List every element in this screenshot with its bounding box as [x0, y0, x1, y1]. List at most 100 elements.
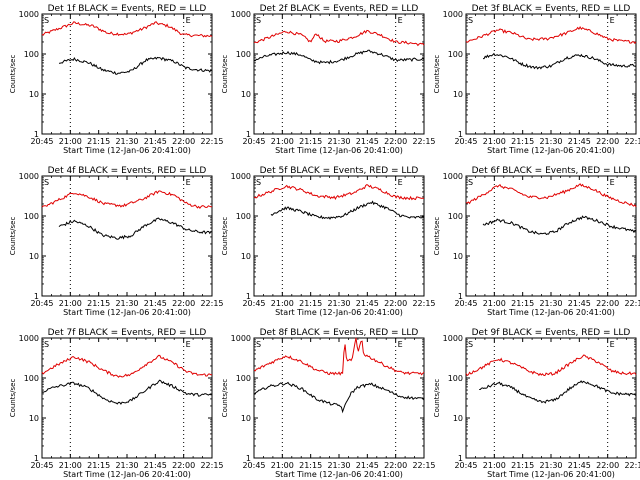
- y-tick-label: 1000: [231, 10, 251, 19]
- x-tick-label: 21:30: [539, 137, 562, 146]
- y-tick-label: 100: [448, 50, 463, 59]
- y-tick-label: 100: [448, 212, 463, 221]
- y-tick-label: 1000: [19, 172, 39, 181]
- x-axis-label: Start Time (12-Jan-06 20:41:00): [63, 308, 191, 317]
- x-tick-label: 22:00: [384, 461, 407, 470]
- x-tick-label: 20:45: [30, 461, 53, 470]
- plot-frame: [465, 337, 637, 459]
- x-tick-label: 21:45: [356, 137, 379, 146]
- y-tick-label: 10: [241, 414, 251, 423]
- y-tick-label: 10: [29, 90, 39, 99]
- x-tick-label: 22:00: [172, 299, 195, 308]
- end-marker-label: E: [610, 16, 615, 25]
- x-tick-label: 21:15: [511, 137, 534, 146]
- x-tick-label: 21:45: [568, 461, 591, 470]
- x-tick-label: 20:45: [454, 299, 477, 308]
- x-tick-label: 22:00: [596, 461, 619, 470]
- x-axis-label: Start Time (12-Jan-06 20:41:00): [275, 146, 403, 155]
- chart-title: Det 1f BLACK = Events, RED = LLD: [48, 4, 207, 14]
- chart-panel: Det 1f BLACK = Events, RED = LLD 1 10 100 10…: [9, 4, 224, 155]
- plot-frame: [253, 175, 425, 297]
- x-tick-label: 21:45: [568, 299, 591, 308]
- end-marker-label: E: [610, 178, 615, 187]
- x-tick-label: 21:45: [144, 299, 167, 308]
- chart-panel: Det 6f BLACK = Events, RED = LLD 1 10 100 10…: [433, 166, 640, 317]
- x-tick-label: 22:15: [200, 299, 223, 308]
- y-axis-label: Counts/sec: [433, 379, 441, 418]
- events-rate-trace: [58, 56, 213, 75]
- lld-rate-trace: [253, 184, 424, 201]
- x-tick-label: 21:00: [59, 299, 82, 308]
- x-tick-label: 22:15: [412, 137, 435, 146]
- y-tick-label: 1: [246, 454, 251, 463]
- chart-panel: Det 7f BLACK = Events, RED = LLD 1 10 100 10…: [9, 328, 224, 479]
- x-tick-label: 22:15: [412, 299, 435, 308]
- y-tick-label: 1: [34, 292, 39, 301]
- start-marker-label: S: [468, 178, 473, 187]
- chart-title: Det 6f BLACK = Events, RED = LLD: [472, 166, 631, 176]
- end-marker-label: E: [398, 340, 403, 349]
- x-tick-label: 21:15: [87, 461, 110, 470]
- x-tick-label: 21:30: [539, 299, 562, 308]
- x-tick-label: 22:00: [172, 461, 195, 470]
- chart-title: Det 2f BLACK = Events, RED = LLD: [260, 4, 419, 14]
- lld-rate-trace: [465, 183, 637, 208]
- lld-rate-trace: [465, 26, 637, 44]
- chart-title: Det 8f BLACK = Events, RED = LLD: [260, 328, 419, 338]
- chart-panel: Det 8f BLACK = Events, RED = LLD 1 10 100 10…: [221, 328, 436, 479]
- y-tick-label: 10: [29, 252, 39, 261]
- y-tick-label: 100: [24, 212, 39, 221]
- y-axis-label: Counts/sec: [9, 217, 17, 256]
- start-marker-label: S: [468, 16, 473, 25]
- events-rate-trace: [253, 381, 425, 414]
- x-tick-label: 20:45: [242, 137, 265, 146]
- x-tick-label: 22:15: [200, 461, 223, 470]
- x-axis-label: Start Time (12-Jan-06 20:41:00): [487, 470, 615, 479]
- y-axis-label: Counts/sec: [221, 55, 229, 94]
- x-tick-label: 21:30: [327, 137, 350, 146]
- x-tick-label: 20:45: [242, 299, 265, 308]
- y-tick-label: 10: [29, 414, 39, 423]
- x-axis-label: Start Time (12-Jan-06 20:41:00): [63, 146, 191, 155]
- y-tick-label: 1: [246, 292, 251, 301]
- end-marker-label: E: [186, 178, 191, 187]
- start-marker-label: S: [44, 340, 49, 349]
- y-axis-label: Counts/sec: [9, 379, 17, 418]
- events-rate-trace: [270, 200, 425, 220]
- plot-frame: [41, 13, 213, 135]
- end-marker-label: E: [186, 340, 191, 349]
- y-tick-label: 1: [458, 454, 463, 463]
- x-tick-label: 21:00: [483, 461, 506, 470]
- y-tick-label: 1: [458, 130, 463, 139]
- x-tick-label: 22:00: [384, 137, 407, 146]
- chart-title: Det 9f BLACK = Events, RED = LLD: [472, 328, 631, 338]
- events-rate-trace: [58, 217, 213, 240]
- x-tick-label: 22:00: [596, 299, 619, 308]
- y-tick-label: 1000: [231, 334, 251, 343]
- y-tick-label: 1: [246, 130, 251, 139]
- end-marker-label: E: [398, 16, 403, 25]
- events-rate-trace: [41, 379, 213, 405]
- y-tick-label: 100: [236, 212, 251, 221]
- x-axis-label: Start Time (12-Jan-06 20:41:00): [63, 470, 191, 479]
- y-axis-label: Counts/sec: [221, 217, 229, 256]
- lld-rate-trace: [465, 354, 637, 377]
- x-tick-label: 20:45: [30, 137, 53, 146]
- y-tick-label: 10: [241, 252, 251, 261]
- x-tick-label: 21:45: [144, 137, 167, 146]
- x-tick-label: 21:15: [87, 299, 110, 308]
- chart-title: Det 5f BLACK = Events, RED = LLD: [260, 166, 419, 176]
- x-tick-label: 21:30: [115, 461, 138, 470]
- start-marker-label: S: [44, 178, 49, 187]
- chart-title: Det 7f BLACK = Events, RED = LLD: [48, 328, 207, 338]
- chart-panel: Det 5f BLACK = Events, RED = LLD 1 10 100 10…: [221, 166, 436, 317]
- x-axis-label: Start Time (12-Jan-06 20:41:00): [487, 308, 615, 317]
- x-tick-label: 21:00: [59, 461, 82, 470]
- plot-frame: [253, 13, 425, 135]
- x-tick-label: 22:00: [384, 299, 407, 308]
- lld-rate-trace: [41, 21, 213, 38]
- x-tick-label: 22:15: [624, 137, 640, 146]
- chart-title: Det 3f BLACK = Events, RED = LLD: [472, 4, 631, 14]
- x-tick-label: 20:45: [242, 461, 265, 470]
- x-tick-label: 21:30: [115, 137, 138, 146]
